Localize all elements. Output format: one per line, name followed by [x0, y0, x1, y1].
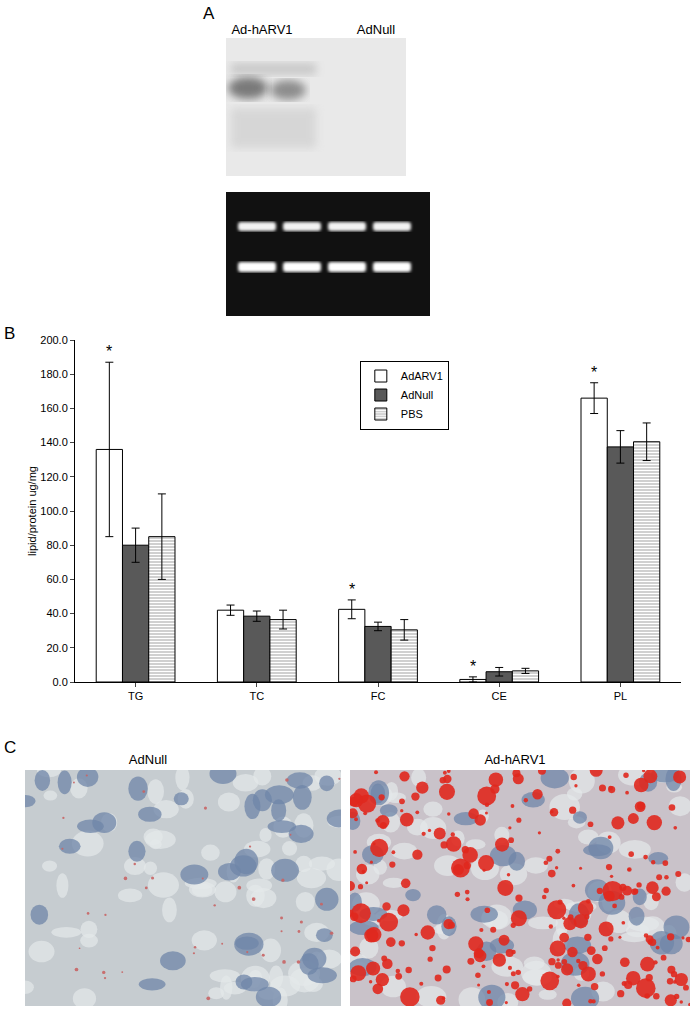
svg-text:*: * [591, 364, 597, 381]
svg-text:*: * [106, 343, 112, 360]
svg-text:PBS: PBS [401, 408, 423, 420]
svg-text:lipid/protein ug/mg: lipid/protein ug/mg [26, 466, 38, 556]
svg-text:120.0: 120.0 [40, 471, 68, 483]
html-text:AdNull: AdNull [128, 752, 168, 767]
svg-text:TC: TC [249, 690, 264, 702]
html-text:B: B [4, 324, 16, 343]
svg-text:*: * [349, 581, 355, 598]
svg-text:40.0: 40.0 [46, 607, 67, 619]
svg-text:*: * [470, 658, 476, 675]
svg-text:80.0: 80.0 [46, 539, 67, 551]
svg-text:PL: PL [614, 690, 627, 702]
svg-text:AdARV1: AdARV1 [401, 370, 443, 382]
svg-text:FC: FC [371, 690, 386, 702]
html-text:AdNull: AdNull [356, 22, 396, 37]
svg-text:100.0: 100.0 [40, 505, 68, 517]
html-text:Ad-hARV1: Ad-hARV1 [231, 22, 293, 37]
svg-text:160.0: 160.0 [40, 402, 68, 414]
svg-text:0.0: 0.0 [53, 676, 68, 688]
svg-text:180.0: 180.0 [40, 368, 68, 380]
html-text:Ad-hARV1: Ad-hARV1 [484, 752, 546, 767]
svg-text:AdNull: AdNull [401, 389, 433, 401]
svg-text:20.0: 20.0 [46, 642, 67, 654]
html-text:A: A [203, 4, 215, 23]
svg-text:200.0: 200.0 [40, 334, 68, 346]
svg-text:140.0: 140.0 [40, 436, 68, 448]
html-text:C: C [4, 738, 17, 757]
svg-text:CE: CE [492, 690, 507, 702]
svg-text:60.0: 60.0 [46, 573, 67, 585]
svg-text:TG: TG [128, 690, 143, 702]
